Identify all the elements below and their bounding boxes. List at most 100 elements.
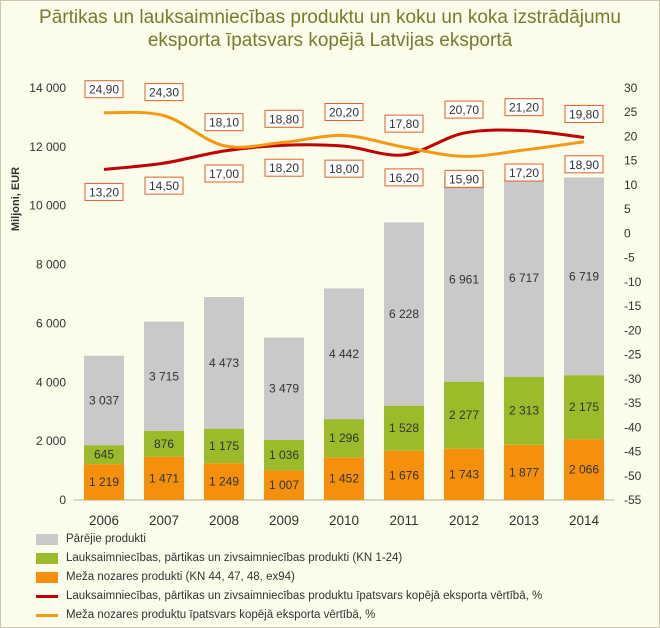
- point-label: 17,80: [389, 117, 419, 131]
- bar-label-other: 4 473: [209, 356, 239, 370]
- point-label-box: [504, 163, 544, 182]
- x-tick-label: 2011: [389, 513, 418, 528]
- x-tick-label: 2012: [449, 513, 479, 528]
- bar-label-forest: 2 066: [569, 463, 599, 477]
- bar-other: [144, 321, 184, 431]
- point-label: 18,00: [329, 162, 359, 176]
- bar-other: [324, 288, 364, 420]
- point-label-box: [564, 104, 604, 123]
- y2-tick-label: -5: [624, 251, 635, 265]
- bar-label-agri: 645: [94, 448, 114, 462]
- y-tick-label: 6 000: [36, 316, 66, 330]
- y-axis-title: Miljoni, EUR: [10, 167, 22, 231]
- x-tick-label: 2010: [329, 513, 359, 528]
- bar-other: [564, 177, 604, 376]
- bar-agri: [384, 405, 424, 451]
- point-label-box: [384, 114, 424, 133]
- y2-tick-label: -55: [624, 493, 642, 507]
- bar-forest: [324, 457, 364, 500]
- bar-other: [264, 337, 304, 440]
- legend-label: Lauksaimniecības, pārtikas un zivsaimnie…: [66, 590, 543, 602]
- legend-label: Lauksaimniecības, pārtikas un zivsaimnie…: [66, 552, 403, 564]
- y2-tick-label: -30: [624, 372, 642, 386]
- legend-swatch: [36, 572, 58, 583]
- y2-tick-label: -45: [624, 445, 642, 459]
- bar-agri: [444, 381, 484, 449]
- legend-swatch: [36, 614, 58, 617]
- chart-title-line-2: eksporta īpatsvars kopējā Latvijas ekspo…: [147, 30, 513, 51]
- bar-forest: [444, 448, 484, 500]
- bar-label-other: 6 719: [569, 269, 599, 283]
- chart-title-line-1: Pārtikas un lauksaimniecības produktu un…: [39, 7, 621, 28]
- bar-label-forest: 1 743: [449, 467, 479, 481]
- bar-label-other: 6 717: [509, 271, 539, 285]
- bar-label-forest: 1 219: [89, 475, 119, 489]
- bar-agri: [204, 428, 244, 464]
- bar-forest: [264, 470, 304, 500]
- y-tick-label: 12 000: [29, 140, 66, 154]
- legend-label: Meža nozares produktu īpatsvars kopējā e…: [66, 609, 376, 621]
- x-tick-label: 2013: [509, 513, 539, 528]
- point-label: 16,20: [389, 171, 419, 185]
- point-label: 17,20: [509, 166, 539, 180]
- y-tick-label: 2 000: [36, 434, 66, 448]
- legend-label: Pārējie produkti: [66, 533, 146, 545]
- point-label: 15,90: [449, 172, 479, 186]
- point-label: 18,10: [209, 116, 239, 130]
- bar-label-forest: 1 877: [509, 465, 539, 479]
- bar-label-agri: 1 528: [389, 421, 419, 435]
- point-label-box: [444, 100, 484, 119]
- point-label-box: [144, 83, 184, 102]
- legend-label: Meža nozares produkti (KN 44, 47, 48, ex…: [66, 571, 295, 583]
- bar-label-agri: 1 036: [269, 448, 299, 462]
- bar-agri: [144, 430, 184, 457]
- bar-other: [84, 355, 124, 446]
- bar-label-other: 6 961: [449, 272, 479, 286]
- bar-label-forest: 1 452: [329, 472, 359, 486]
- bar-label-agri: 1 296: [329, 431, 359, 445]
- x-tick-label: 2014: [569, 513, 600, 528]
- bar-label-forest: 1 471: [149, 471, 179, 485]
- bar-label-forest: 1 249: [209, 475, 239, 489]
- legend-swatch: [36, 553, 58, 564]
- point-label-box: [324, 159, 364, 178]
- bar-agri: [564, 375, 604, 440]
- point-label: 21,20: [509, 101, 539, 115]
- forest-share-line: [103, 110, 585, 158]
- point-label: 18,90: [569, 158, 599, 172]
- agri-share-line: [103, 128, 585, 171]
- y2-tick-label: -10: [624, 275, 642, 289]
- y-tick-label: 8 000: [36, 258, 66, 272]
- point-label: 18,80: [269, 112, 299, 126]
- y2-tick-label: -15: [624, 299, 642, 313]
- y2-tick-label: 10: [624, 178, 638, 192]
- bar-label-agri: 876: [154, 437, 174, 451]
- y2-tick-label: -50: [624, 469, 642, 483]
- bar-agri: [84, 445, 124, 465]
- bar-other: [504, 179, 544, 377]
- y2-tick-label: -35: [624, 396, 642, 410]
- bar-label-agri: 1 175: [209, 439, 239, 453]
- point-label-box: [564, 155, 604, 174]
- point-label: 20,70: [449, 103, 479, 117]
- point-label: 18,20: [269, 161, 299, 175]
- point-label-box: [444, 169, 484, 188]
- y2-tick-label: 15: [624, 154, 638, 168]
- y-tick-label: 4 000: [36, 375, 66, 389]
- point-label-box: [204, 113, 244, 132]
- y2-tick-label: 0: [624, 226, 631, 240]
- point-label: 19,80: [569, 107, 599, 121]
- bar-other: [444, 176, 484, 382]
- bar-label-other: 6 228: [389, 307, 419, 321]
- x-tick-label: 2007: [149, 513, 179, 528]
- bar-label-other: 3 715: [149, 369, 179, 383]
- bar-label-other: 4 442: [329, 347, 359, 361]
- bar-label-other: 3 037: [89, 393, 119, 407]
- y2-tick-label: -20: [624, 323, 642, 337]
- bar-forest: [384, 450, 424, 500]
- legend-swatch: [36, 534, 58, 545]
- y-tick-label: 0: [59, 493, 66, 507]
- bar-label-agri: 2 277: [449, 408, 479, 422]
- point-label-box: [264, 158, 304, 177]
